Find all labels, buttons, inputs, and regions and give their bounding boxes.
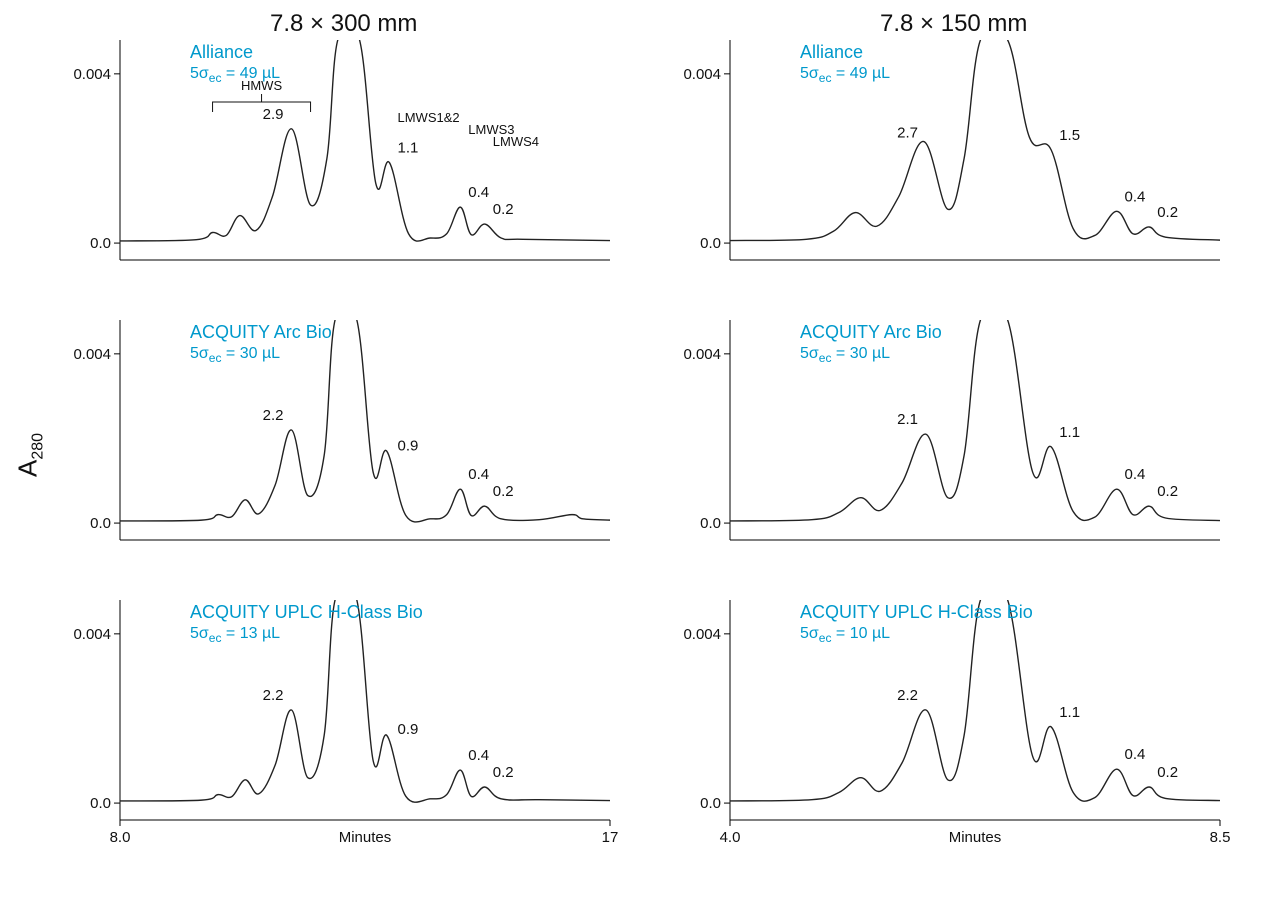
ytick-label: 0.004 [73, 66, 111, 83]
ytick-label: 0.0 [700, 795, 721, 812]
peak-value: 2.2 [263, 407, 284, 424]
xtick-label: 4.0 [720, 829, 741, 846]
figure-stage: A280 7.8 × 300 mm 7.8 × 150 mm 0.00.004A… [0, 0, 1280, 910]
x-axis-label: Minutes [949, 829, 1002, 846]
peak-value: 0.2 [1157, 483, 1178, 500]
panel-r0-c1: 0.0 0.004 Alliance 5σec = 49 µL 2.7 1.5 0.4 0.2 [670, 30, 1230, 290]
peak-label: LMWS1&2 [398, 110, 460, 125]
instrument-label: ACQUITY Arc Bio [800, 322, 942, 342]
ytick-label: 0.0 [90, 515, 111, 532]
peak-value: 0.4 [1125, 466, 1146, 483]
peak-value: 0.2 [1157, 204, 1178, 221]
peak-value: 0.2 [493, 764, 514, 781]
panel-r1-c1: 0.0 0.004 ACQUITY Arc Bio 5σec = 30 µL 2.1 1.… [670, 310, 1230, 570]
ytick-label: 0.0 [700, 235, 721, 252]
peak-value: 2.7 [897, 125, 918, 142]
sigma-label: 5σec = 13 µL [190, 625, 280, 645]
x-axis-label: Minutes [339, 829, 392, 846]
ytick-label: 0.004 [73, 346, 111, 363]
ytick-label: 0.004 [683, 346, 721, 363]
sigma-label: 5σec = 30 µL [800, 345, 890, 365]
peak-value: 0.2 [1157, 764, 1178, 781]
panel-r2-c1: 0.0 0.004 4.0 8.5 Minutes ACQUITY UPLC H-Clas… [670, 590, 1230, 850]
peak-value: 0.2 [493, 201, 514, 218]
peak-value: 2.9 [263, 106, 284, 123]
ytick-label: 0.004 [683, 66, 721, 83]
xtick-label: 17 [602, 829, 619, 846]
peak-label-hmws: HMWS [241, 78, 282, 93]
instrument-label: ACQUITY UPLC H-Class Bio [800, 602, 1033, 622]
peak-value: 1.1 [1059, 704, 1080, 721]
peak-value: 0.4 [468, 184, 489, 201]
instrument-label: Alliance [190, 42, 253, 62]
panel-r1-c0: 0.0 0.004 ACQUITY Arc Bio 5σec = 30 µL 2.2 0.… [60, 310, 620, 570]
instrument-label: ACQUITY Arc Bio [190, 322, 332, 342]
sigma-label: 5σec = 10 µL [800, 625, 890, 645]
peak-value: 1.1 [1059, 424, 1080, 441]
peak-value: 2.2 [263, 687, 284, 704]
xtick-label: 8.0 [110, 829, 131, 846]
ytick-label: 0.0 [700, 515, 721, 532]
peak-value: 0.4 [1125, 746, 1146, 763]
peak-value: 2.2 [897, 687, 918, 704]
ytick-label: 0.004 [683, 626, 721, 643]
instrument-label: ACQUITY UPLC H-Class Bio [190, 602, 423, 622]
peak-value: 0.4 [468, 466, 489, 483]
panel-r0-c0: 0.00.004Alliance5σec = 49 µL2.91.10.40.2… [60, 30, 620, 290]
y-axis-label: A280 [12, 433, 47, 477]
peak-value: 0.9 [398, 437, 419, 454]
ytick-label: 0.0 [90, 235, 111, 252]
ytick-label: 0.004 [73, 626, 111, 643]
panel-r2-c0: 0.0 0.004 8.0 17 Minutes ACQUITY UPLC H-Class… [60, 590, 620, 850]
peak-value: 0.9 [398, 721, 419, 738]
peak-value: 1.5 [1059, 127, 1080, 144]
peak-value: 0.4 [468, 747, 489, 764]
peak-value: 0.2 [493, 483, 514, 500]
peak-value: 0.4 [1125, 188, 1146, 205]
peak-label: LMWS4 [493, 134, 539, 149]
sigma-label: 5σec = 30 µL [190, 345, 280, 365]
instrument-label: Alliance [800, 42, 863, 62]
sigma-label: 5σec = 49 µL [800, 65, 890, 85]
xtick-label: 8.5 [1210, 829, 1230, 846]
peak-value: 1.1 [398, 140, 419, 157]
peak-value: 2.1 [897, 411, 918, 428]
ytick-label: 0.0 [90, 795, 111, 812]
